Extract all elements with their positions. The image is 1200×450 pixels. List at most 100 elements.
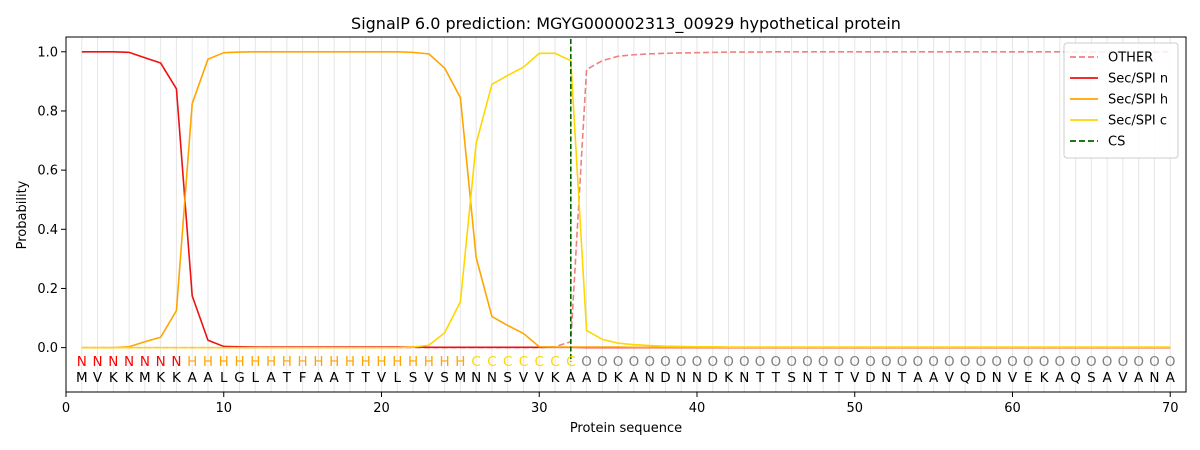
region-label: H — [361, 354, 371, 370]
region-label: N — [77, 354, 87, 370]
sequence-residue: M — [139, 370, 151, 386]
sequence-residue: N — [992, 370, 1002, 386]
series-lines — [81, 39, 1171, 362]
sequence-residue: T — [834, 370, 844, 386]
x-tick-label: 50 — [846, 401, 863, 416]
y-tick-label: 0.0 — [37, 341, 58, 356]
sequence-residue: N — [487, 370, 497, 386]
region-label: H — [313, 354, 323, 370]
region-label: O — [739, 354, 750, 370]
sequence-residue: N — [471, 370, 481, 386]
sequence-residue: A — [203, 370, 213, 386]
sequence-residue: V — [850, 370, 860, 386]
region-label: O — [644, 354, 655, 370]
series-line-other — [81, 50, 1171, 349]
x-tick-label: 30 — [531, 401, 548, 416]
region-label: C — [535, 354, 544, 370]
x-tick-label: 40 — [689, 401, 706, 416]
region-label: O — [660, 354, 671, 370]
sequence-annotation: NMNVNKNKNMNKNKHAHAHLHGHLHAHTHFHAHAHTHTHV… — [76, 354, 1176, 386]
sequence-residue: K — [156, 370, 166, 386]
sequence-residue: D — [597, 370, 607, 386]
legend-label: CS — [1108, 135, 1125, 150]
sequence-residue: S — [787, 370, 796, 386]
sequence-residue: T — [771, 370, 781, 386]
region-label: O — [897, 354, 908, 370]
region-label: O — [849, 354, 860, 370]
region-label: O — [818, 354, 829, 370]
sequence-residue: V — [1118, 370, 1128, 386]
region-label: H — [282, 354, 292, 370]
legend-label: OTHER — [1108, 51, 1153, 66]
region-label: O — [834, 354, 845, 370]
x-tick-label: 70 — [1162, 401, 1179, 416]
sequence-residue: M — [76, 370, 88, 386]
y-tick-label: 0.8 — [37, 104, 58, 119]
region-label: H — [298, 354, 308, 370]
sequence-residue: D — [660, 370, 670, 386]
region-label: O — [786, 354, 797, 370]
region-label: O — [1118, 354, 1129, 370]
x-tick-label: 0 — [62, 401, 70, 416]
region-label: O — [676, 354, 687, 370]
region-label: O — [991, 354, 1002, 370]
sequence-residue: S — [409, 370, 418, 386]
sequence-residue: A — [1103, 370, 1113, 386]
region-label: O — [913, 354, 924, 370]
sequence-residue: T — [345, 370, 355, 386]
sequence-residue: N — [739, 370, 749, 386]
x-tick-label: 60 — [1004, 401, 1021, 416]
region-label: N — [108, 354, 118, 370]
region-label: O — [960, 354, 971, 370]
sequence-residue: N — [802, 370, 812, 386]
sequence-residue: N — [692, 370, 702, 386]
region-label: O — [581, 354, 592, 370]
legend-box — [1063, 42, 1179, 159]
sequence-residue: V — [1008, 370, 1018, 386]
region-label: H — [187, 354, 197, 370]
legend-label: Sec/SPI h — [1108, 93, 1168, 108]
region-label: O — [1007, 354, 1018, 370]
series-line-sec-spi-c — [81, 52, 1171, 349]
region-label: N — [171, 354, 181, 370]
region-label: C — [550, 354, 559, 370]
sequence-residue: A — [929, 370, 939, 386]
sequence-residue: N — [645, 370, 655, 386]
region-label: O — [928, 354, 939, 370]
sequence-residue: T — [282, 370, 292, 386]
axes: 0 10 20 30 40 50 60 70 0.0 0.2 0.4 0.6 0.8 1.0 — [37, 45, 1178, 416]
y-tick-label: 1.0 — [37, 45, 58, 60]
region-label: C — [471, 354, 480, 370]
region-label: O — [944, 354, 955, 370]
sequence-residue: L — [220, 370, 228, 386]
region-label: H — [266, 354, 276, 370]
region-label: O — [1070, 354, 1081, 370]
region-label: N — [124, 354, 134, 370]
sequence-residue: V — [519, 370, 529, 386]
sequence-residue: N — [881, 370, 891, 386]
y-tick-label: 0.6 — [37, 164, 58, 179]
region-label: O — [1086, 354, 1097, 370]
region-label: H — [219, 354, 229, 370]
sequence-residue: A — [582, 370, 592, 386]
sequence-residue: A — [188, 370, 198, 386]
sequence-residue: T — [361, 370, 371, 386]
region-label: C — [519, 354, 528, 370]
sequence-residue: A — [1134, 370, 1144, 386]
sequence-residue: D — [708, 370, 718, 386]
sequence-residue: T — [818, 370, 828, 386]
region-label: O — [692, 354, 703, 370]
grid-lines — [81, 37, 1171, 392]
sequence-residue: L — [252, 370, 260, 386]
sequence-residue: A — [566, 370, 576, 386]
region-label: N — [156, 354, 166, 370]
sequence-residue: L — [394, 370, 402, 386]
sequence-residue: V — [424, 370, 434, 386]
region-label: O — [1054, 354, 1065, 370]
sequence-residue: N — [1149, 370, 1159, 386]
sequence-residue: T — [755, 370, 765, 386]
region-label: H — [203, 354, 213, 370]
region-label: O — [1023, 354, 1034, 370]
series-line-sec-spi-h — [81, 50, 1171, 349]
sequence-residue: A — [266, 370, 276, 386]
